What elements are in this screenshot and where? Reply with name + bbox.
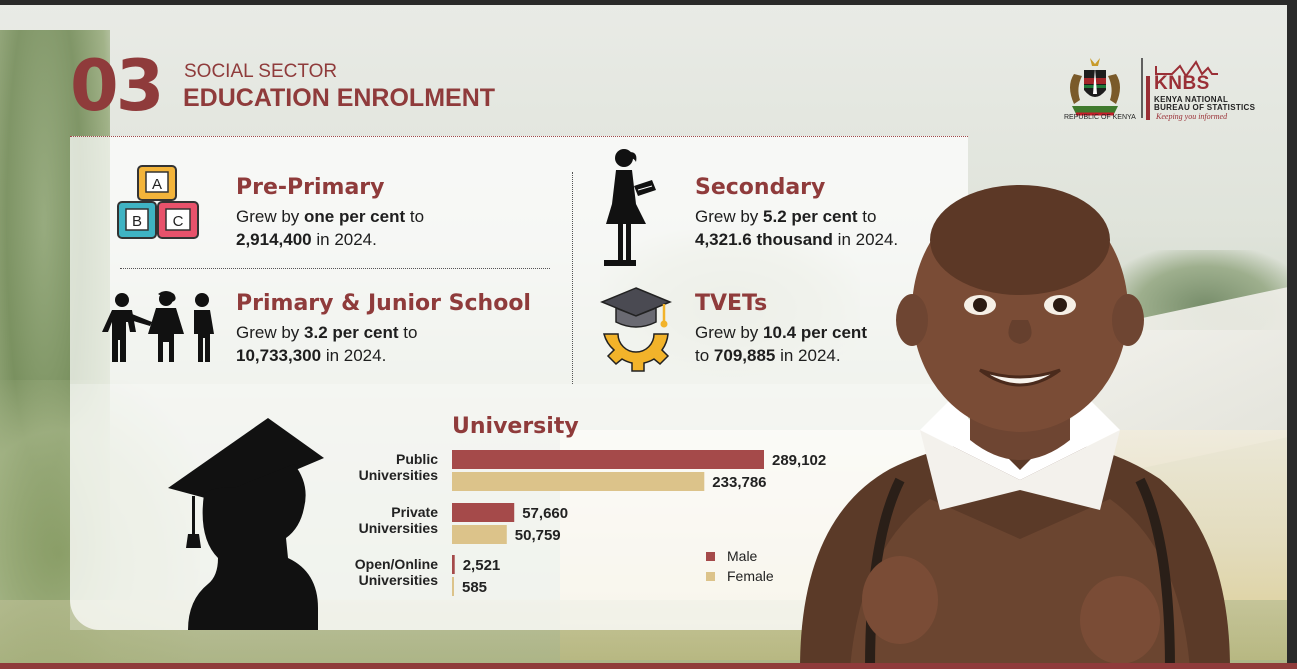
data-label: 585: [462, 579, 487, 596]
knbs-graph-icon: [1155, 60, 1218, 78]
knbs-bar-icon: [1146, 76, 1150, 120]
primary-text: Grew by 3.2 per cent to 10,733,300 in 20…: [236, 323, 418, 365]
child-photo: [800, 185, 1230, 669]
pre-primary-text: Grew by one per cent to 2,914,400 in 202…: [236, 207, 425, 249]
legend-swatch-male: [706, 551, 715, 561]
secondary-title: Secondary: [695, 175, 826, 200]
children-icon: [102, 291, 214, 362]
primary-title: Primary & Junior School: [236, 291, 531, 316]
knbs-logo-text: KNBS: [1154, 73, 1210, 94]
legend-female: Female: [706, 566, 774, 586]
category-label: Universities: [359, 467, 439, 483]
horizontal-divider: [120, 268, 550, 269]
right-bar: [1287, 0, 1297, 669]
category-label: Universities: [359, 572, 439, 588]
bar-female: [452, 525, 507, 544]
bottom-bar: [0, 663, 1297, 669]
block-b: B: [132, 213, 142, 230]
university-bar-chart: PublicUniversities289,102233,786PrivateU…: [355, 450, 826, 596]
tvets-title: TVETs: [695, 291, 768, 316]
data-label: 57,660: [522, 505, 568, 522]
republic-of-kenya-label: REPUBLIC OF KENYA: [1064, 114, 1136, 121]
bar-female: [452, 472, 705, 491]
top-bar: [0, 0, 1297, 5]
bar-male: [452, 503, 515, 522]
tvets-text: Grew by 10.4 per cent to 709,885 in 2024…: [695, 323, 867, 365]
knbs-line2: BUREAU OF STATISTICS: [1154, 103, 1256, 112]
bar-male: [452, 450, 764, 469]
tvet-cap-gear-icon: [600, 287, 672, 372]
data-label: 289,102: [772, 452, 826, 469]
graduate-silhouette-icon: [168, 418, 324, 630]
student-girl-icon: [604, 149, 656, 266]
category-label: Private: [391, 504, 438, 520]
data-label: 50,759: [515, 527, 561, 544]
section-number: 03: [70, 45, 164, 127]
bar-male: [452, 555, 455, 574]
knbs-line1: KENYA NATIONAL: [1154, 95, 1229, 104]
chart-title: University: [452, 414, 579, 439]
data-label: 233,786: [712, 474, 766, 491]
category-label: Public: [396, 451, 438, 467]
block-c: C: [173, 213, 184, 230]
legend-swatch-female: [706, 571, 715, 581]
coat-of-arms-icon: [1070, 58, 1120, 116]
page-title: EDUCATION ENROLMENT: [183, 84, 496, 112]
vertical-divider: [572, 172, 573, 384]
bar-female: [452, 577, 454, 596]
logos: [1070, 58, 1218, 120]
knbs-tagline: Keeping you informed: [1156, 112, 1228, 121]
block-a: A: [152, 176, 162, 193]
section-sector: SOCIAL SECTOR: [184, 61, 338, 82]
abc-blocks-icon: A B C: [117, 165, 199, 239]
category-label: Open/Online: [355, 556, 438, 572]
chart-legend: Male Female: [706, 546, 774, 586]
secondary-text: Grew by 5.2 per cent to 4,321.6 thousand…: [695, 207, 899, 249]
pre-primary-title: Pre-Primary: [236, 175, 385, 200]
data-label: 2,521: [463, 557, 501, 574]
legend-male: Male: [706, 546, 774, 566]
category-label: Universities: [359, 520, 439, 536]
